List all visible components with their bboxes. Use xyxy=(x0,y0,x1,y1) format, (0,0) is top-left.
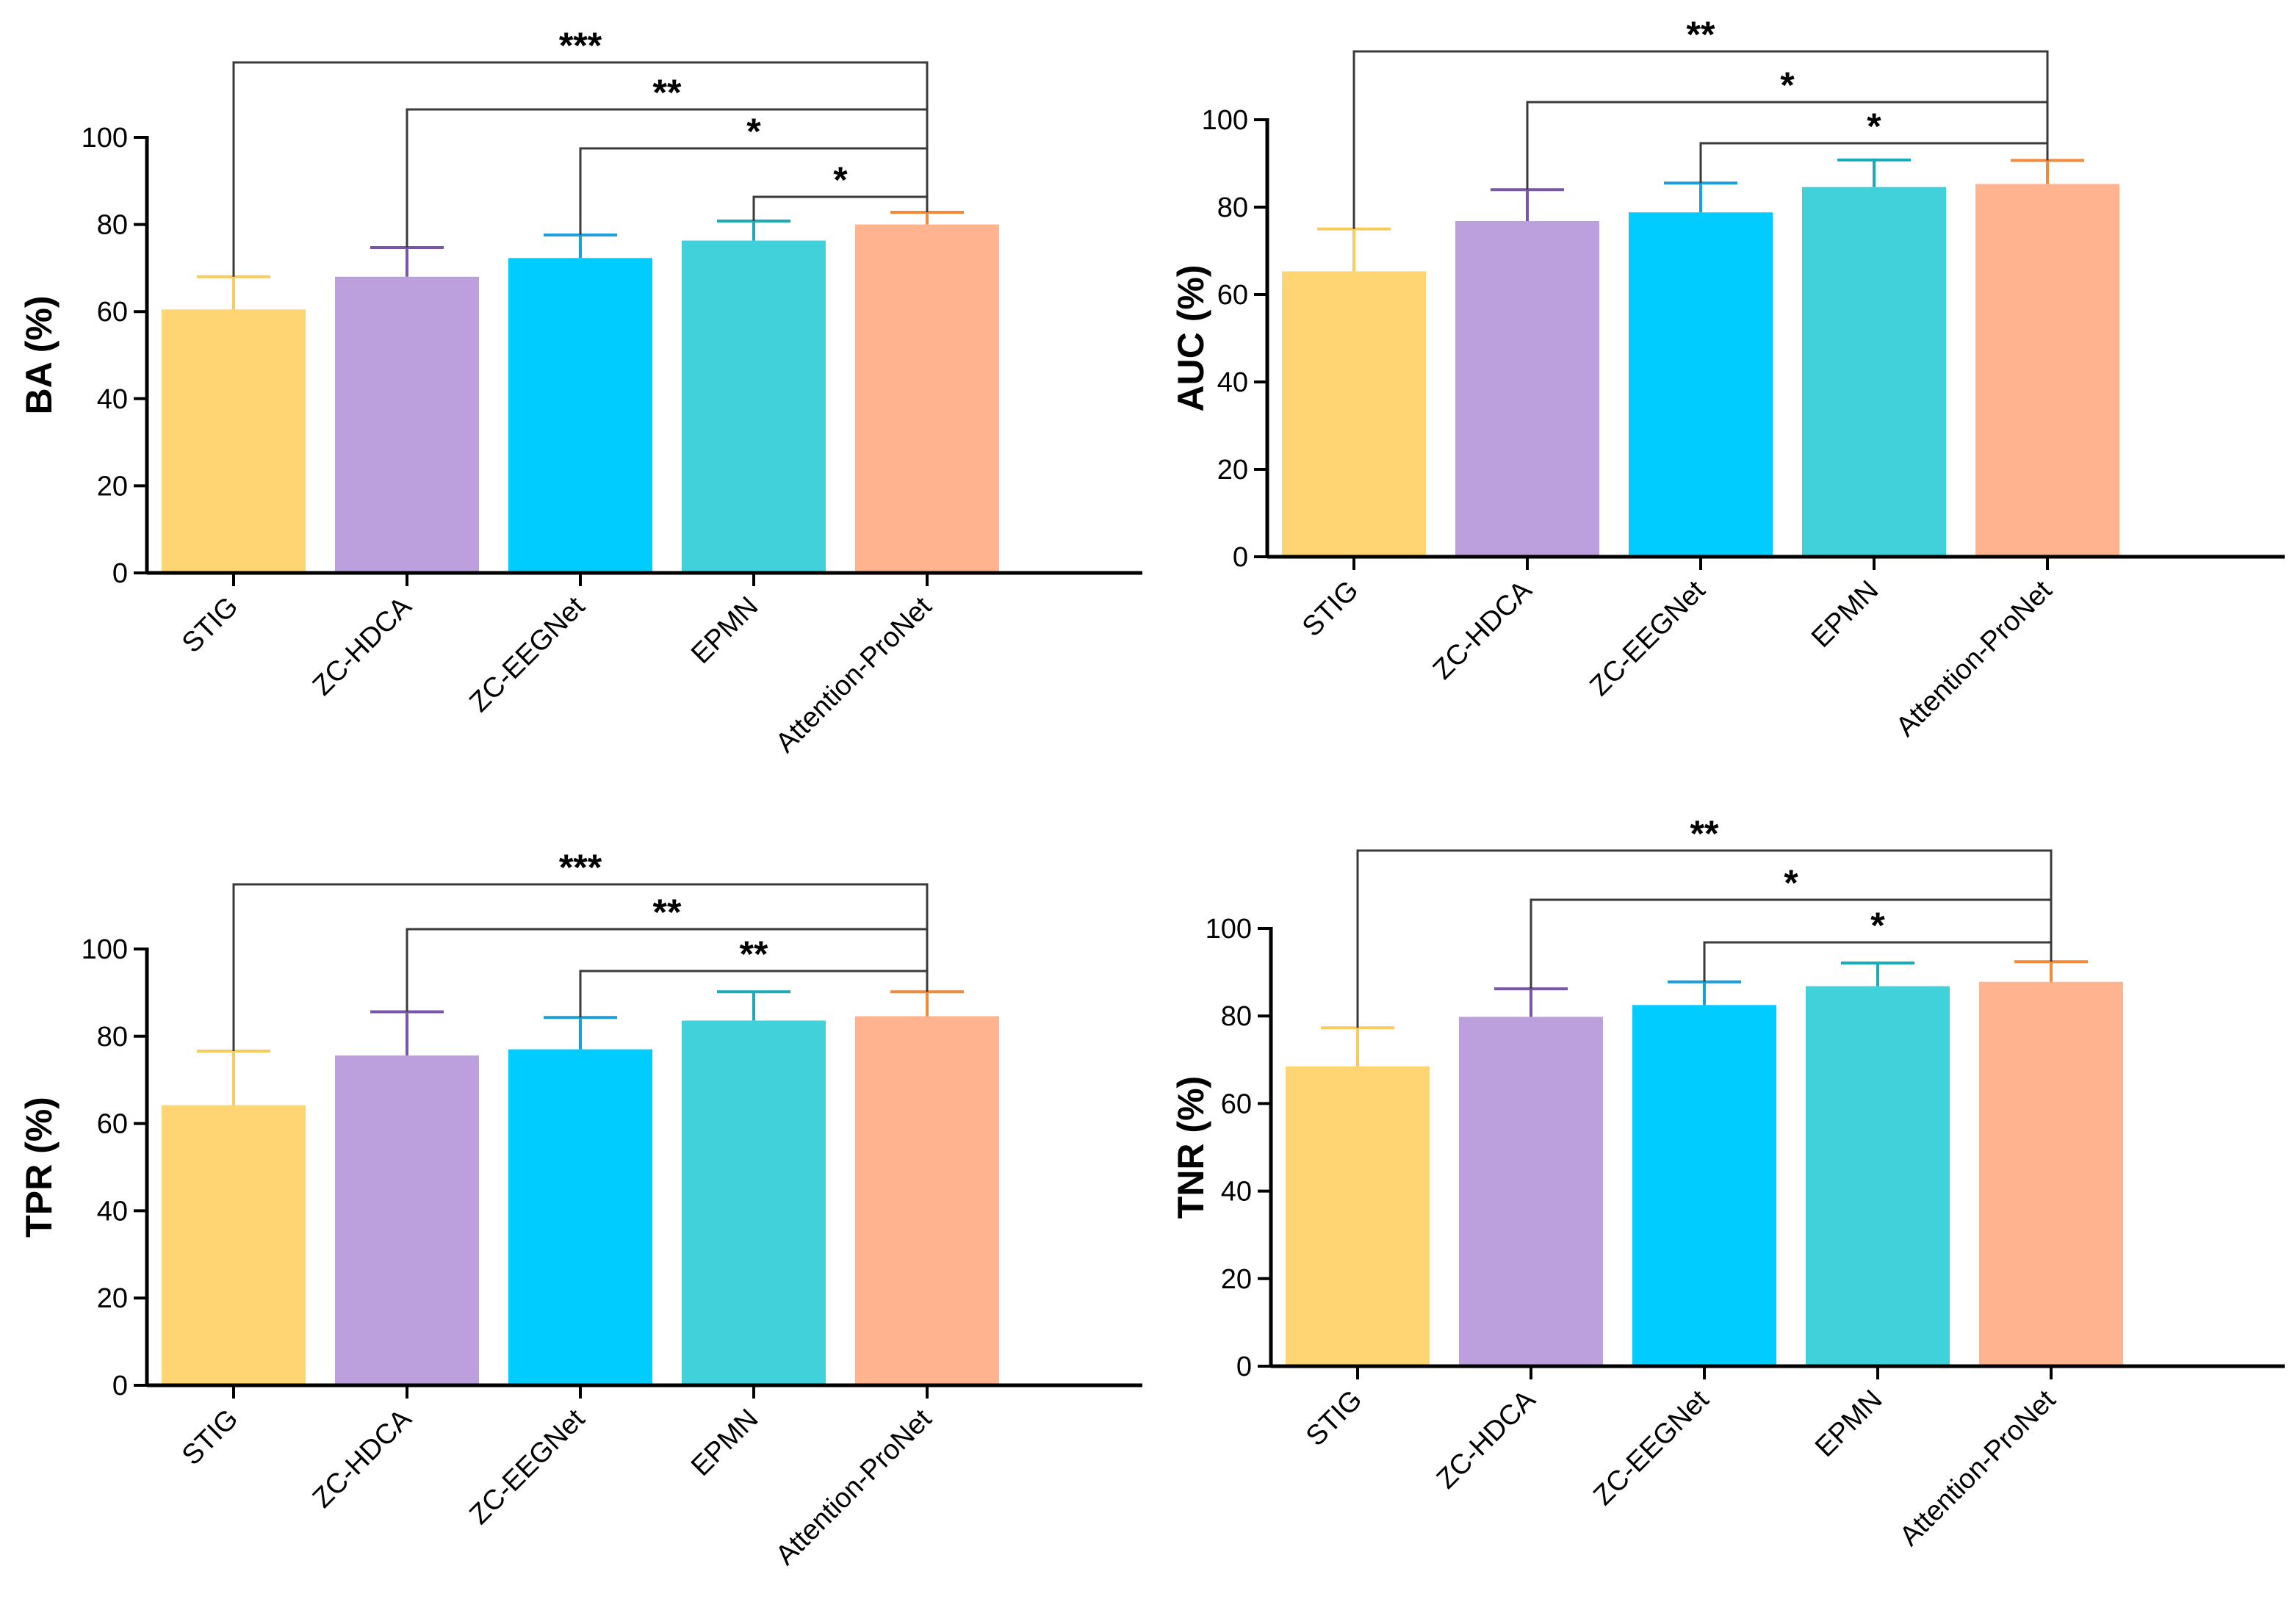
y-tick-label: 100 xyxy=(82,123,128,154)
y-tick-label: 80 xyxy=(97,1022,128,1053)
significance-bracket xyxy=(406,108,929,248)
x-tick-label: Attention-ProNet xyxy=(770,591,938,759)
x-tick-label: ZC-HDCA xyxy=(1431,1384,1542,1495)
bar-epmn xyxy=(682,1020,826,1385)
y-tick-label: 40 xyxy=(97,1196,128,1227)
bar-zc-hdca xyxy=(1455,221,1599,557)
significance-label: *** xyxy=(559,25,602,66)
x-tick-label: Attention-ProNet xyxy=(770,1403,938,1571)
bar-epmn xyxy=(1802,187,1946,557)
bar-epmn xyxy=(682,240,826,573)
bar-stig xyxy=(162,1105,306,1385)
x-tick-label: ZC-EEGNet xyxy=(1588,1384,1715,1511)
significance-label: * xyxy=(833,159,848,201)
x-tick-label: STIG xyxy=(176,591,244,659)
y-tick-label: 20 xyxy=(1221,1264,1252,1295)
significance-label: ** xyxy=(740,934,768,975)
y-axis-title: BA (%) xyxy=(18,295,60,414)
x-tick-label: ZC-EEGNet xyxy=(464,1403,591,1530)
significance-bracket xyxy=(579,970,929,1018)
significance-label: *** xyxy=(559,847,602,888)
y-tick-label: 80 xyxy=(1217,192,1248,223)
significance-label: * xyxy=(1870,905,1885,946)
significance-bracket xyxy=(1699,142,2049,184)
y-tick-label: 80 xyxy=(97,210,128,241)
significance-bracket xyxy=(1526,101,2049,190)
y-tick-label: 40 xyxy=(1217,367,1248,398)
significance-bracket xyxy=(1530,898,2053,989)
significance-label: ** xyxy=(1687,14,1715,55)
y-tick-label: 0 xyxy=(112,558,128,589)
tnr-chart-panel: 0 20 40 60 80 100 TNR (%) STIG ZC-HDCA ZC-EEGNet E… xyxy=(1170,813,2285,1552)
bar-zc-eegnet xyxy=(508,258,652,573)
y-axis-title: TPR (%) xyxy=(18,1097,60,1238)
y-tick-label: 60 xyxy=(1221,1089,1252,1119)
y-tick-label: 20 xyxy=(97,471,128,502)
bar-stig xyxy=(1282,271,1426,557)
x-tick-label: EPMN xyxy=(1809,1385,1888,1463)
x-tick-label: EPMN xyxy=(1806,575,1884,654)
y-tick-label: 20 xyxy=(97,1283,128,1314)
significance-bracket xyxy=(579,147,929,235)
bar-stig xyxy=(162,309,306,573)
y-axis-title: TNR (%) xyxy=(1170,1076,1211,1219)
x-tick-label: ZC-HDCA xyxy=(1427,574,1538,685)
y-tick-label: 100 xyxy=(1206,914,1252,945)
y-tick-label: 80 xyxy=(1221,1001,1252,1032)
y-axis-title: AUC (%) xyxy=(1170,265,1211,412)
significance-label: * xyxy=(1784,862,1798,903)
y-tick-label: 40 xyxy=(1221,1177,1252,1208)
tpr-chart-panel: 0 20 40 60 80 100 TPR (%) STIG ZC-HDCA ZC-EEGNet E… xyxy=(18,847,1142,1571)
x-tick-label: STIG xyxy=(1300,1385,1368,1452)
x-tick-label: EPMN xyxy=(685,1404,764,1482)
bar-zc-hdca xyxy=(335,1055,479,1385)
bar-zc-hdca xyxy=(335,276,479,573)
x-tick-label: ZC-EEGNet xyxy=(1584,574,1711,701)
significance-label: ** xyxy=(653,892,682,933)
y-tick-label: 0 xyxy=(1236,1351,1252,1382)
x-tick-label: STIG xyxy=(176,1404,244,1471)
significance-bracket xyxy=(1703,941,2053,982)
y-tick-label: 100 xyxy=(82,934,128,965)
significance-label: * xyxy=(1780,65,1795,106)
y-tick-label: 100 xyxy=(1202,105,1248,136)
y-tick-label: 60 xyxy=(1217,280,1248,311)
y-tick-label: 20 xyxy=(1217,455,1248,486)
bar-epmn xyxy=(1806,986,1950,1366)
bar-zc-hdca xyxy=(1459,1017,1603,1366)
x-tick-label: EPMN xyxy=(685,591,764,670)
bar-stig xyxy=(1286,1066,1430,1366)
bar-zc-eegnet xyxy=(1632,1005,1776,1366)
significance-bracket xyxy=(752,195,929,221)
ba-chart-panel: 0 20 40 60 80 100 BA (%) STIG ZC-HDCA ZC-EEGNet EP… xyxy=(18,25,1142,759)
significance-label: ** xyxy=(653,72,682,113)
x-tick-label: Attention-ProNet xyxy=(1894,1384,2062,1552)
y-tick-label: 0 xyxy=(112,1371,128,1401)
auc-chart-panel: 0 20 40 60 80 100 AUC (%) STIG ZC-HDCA ZC-EEGNet E… xyxy=(1170,14,2285,743)
bar-attention-pronet xyxy=(1979,981,2123,1366)
y-tick-label: 40 xyxy=(97,384,128,415)
significance-label: ** xyxy=(1690,813,1719,854)
bar-zc-eegnet xyxy=(1629,212,1773,557)
bar-zc-eegnet xyxy=(508,1049,652,1385)
y-tick-label: 60 xyxy=(97,297,128,328)
x-tick-label: ZC-HDCA xyxy=(307,591,418,701)
x-tick-label: ZC-EEGNet xyxy=(464,591,591,718)
significance-bracket xyxy=(406,928,929,1012)
x-tick-label: STIG xyxy=(1297,575,1364,643)
bar-attention-pronet xyxy=(855,1016,999,1385)
x-tick-label: Attention-ProNet xyxy=(1890,574,2058,743)
significance-label: * xyxy=(746,111,761,152)
bar-attention-pronet xyxy=(855,224,999,573)
x-tick-label: ZC-HDCA xyxy=(307,1403,418,1514)
y-tick-label: 60 xyxy=(97,1109,128,1140)
y-tick-label: 0 xyxy=(1233,542,1248,573)
significance-label: * xyxy=(1867,106,1881,147)
bar-attention-pronet xyxy=(1975,184,2119,557)
